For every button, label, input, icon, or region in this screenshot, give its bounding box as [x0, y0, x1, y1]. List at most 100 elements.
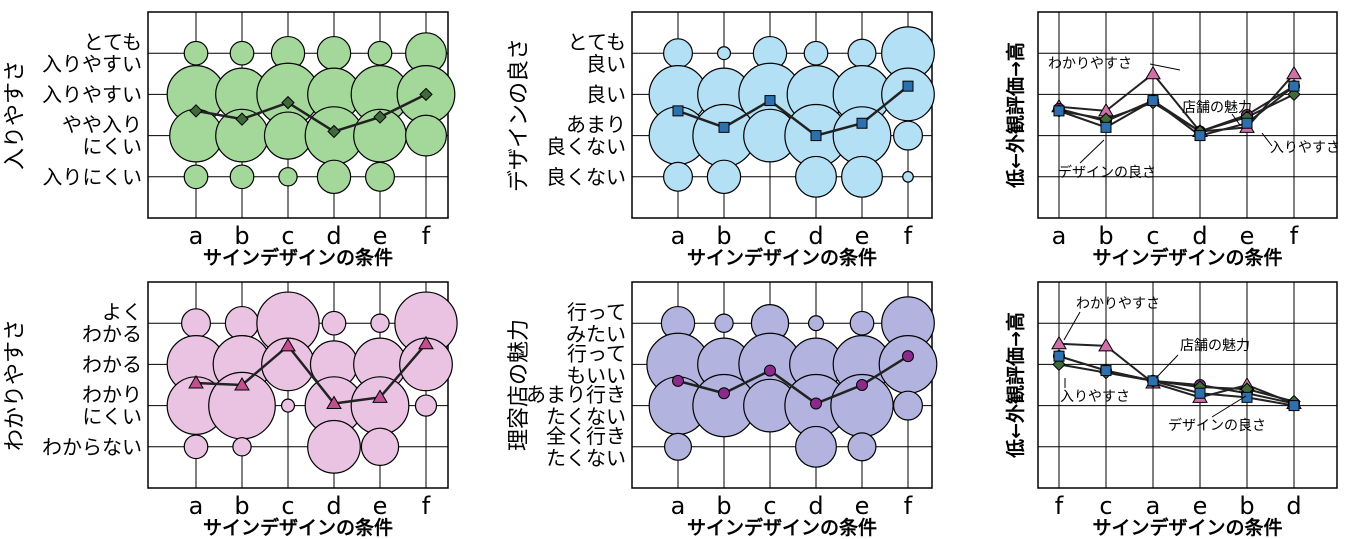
y-tick-label: 入りにくい: [42, 165, 142, 189]
y-tick-label: あまり行き: [526, 383, 626, 407]
mean-point: [672, 105, 684, 117]
y-tick-label: よく: [102, 300, 142, 324]
plot-frame: [1037, 11, 1338, 219]
bubble: [263, 111, 313, 160]
x-tick-label: f: [422, 492, 431, 520]
x-tick-label: a: [189, 492, 204, 520]
mean-point: [718, 121, 730, 133]
y-tick-label: 行って: [567, 300, 626, 324]
y-tick-label: たくない: [546, 405, 626, 429]
x-tick-label: f: [1055, 492, 1064, 520]
mean-point: [419, 87, 433, 102]
x-tick-label: e: [373, 492, 388, 520]
mean-point: [326, 395, 342, 410]
mean-point: [764, 95, 776, 107]
y-tick-label: 全く行き: [546, 424, 626, 448]
plot-frame: [147, 11, 449, 219]
y-tick-label: とても: [84, 30, 142, 54]
bubble: [714, 313, 734, 333]
x-tick-label: e: [1240, 222, 1255, 250]
y-tick-label: みたい: [566, 322, 626, 346]
bubble: [183, 434, 209, 460]
mean-point: [1147, 375, 1159, 387]
y-tick-label: 良くない: [546, 135, 626, 159]
bubble: [370, 313, 390, 333]
x-tick-label: a: [1052, 222, 1067, 250]
series-line: [1058, 85, 1295, 133]
bubble: [902, 170, 914, 183]
x-tick-label: d: [326, 222, 341, 250]
mean-point: [373, 110, 387, 124]
x-tick-label: d: [808, 222, 823, 250]
mean-point: [234, 377, 250, 391]
mean-line: [195, 93, 427, 133]
mean-point: [902, 80, 914, 92]
bubble: [280, 398, 296, 413]
y-tick-label: やや入り: [62, 113, 142, 137]
mean-point: [1053, 350, 1065, 362]
y-tick-label: にくい: [82, 135, 142, 159]
bubble: [807, 315, 825, 332]
annotation-label: わかりやすさ: [1076, 296, 1160, 312]
bubble: [892, 120, 924, 151]
bubble: [892, 390, 924, 421]
x-axis-title: サインデザインの条件: [687, 516, 877, 539]
x-tick-label: b: [1098, 222, 1113, 250]
mean-point: [718, 387, 730, 400]
y-tick-label: 行って: [567, 341, 626, 365]
annotation-leader: [1261, 132, 1273, 147]
bubble: [360, 427, 400, 466]
series-line: [1058, 72, 1295, 133]
y-axis-title: 低←外観評価→高: [1004, 312, 1027, 459]
annotation-label: 入りやすさ: [1060, 389, 1130, 405]
y-tick-label: もいい: [566, 363, 626, 387]
x-tick-label: a: [671, 492, 686, 520]
mean-point: [418, 335, 434, 350]
bubble: [367, 40, 393, 66]
y-axis-title: 入りやすさ: [3, 60, 28, 170]
series-line: [1058, 363, 1295, 403]
mean-point: [1145, 65, 1161, 80]
annotation-leader: [1155, 354, 1179, 379]
mean-point: [1194, 387, 1206, 399]
annotation-leader: [1063, 311, 1081, 341]
bubble: [224, 305, 260, 341]
bubble: [229, 164, 255, 190]
mean-point: [189, 104, 203, 118]
mean-point: [856, 379, 868, 391]
y-tick-label: にくい: [82, 405, 142, 429]
x-tick-label: b: [234, 222, 249, 250]
bubble: [795, 155, 837, 198]
x-tick-label: d: [1192, 222, 1207, 250]
y-tick-label: あまり: [566, 113, 626, 137]
bubble: [663, 432, 693, 461]
annotation-leader: [1211, 395, 1247, 418]
y-axis-title: 低←外観評価→高: [1004, 42, 1027, 189]
mean-point: [1194, 130, 1206, 142]
x-tick-label: d: [326, 492, 341, 520]
annotation-label: 店舗の魅力: [1180, 338, 1250, 354]
x-tick-label: f: [1290, 222, 1299, 250]
mean-point: [856, 117, 868, 129]
mean-point: [280, 337, 296, 352]
y-tick-label: 良くない: [546, 165, 626, 189]
x-tick-label: e: [855, 492, 870, 520]
mean-point: [281, 95, 295, 110]
bubble: [716, 46, 732, 61]
bubble: [364, 161, 396, 192]
y-tick-label: 入りやすい: [42, 52, 142, 76]
mean-point: [188, 374, 204, 389]
mean-point: [1241, 117, 1253, 129]
bubble: [878, 334, 938, 394]
bubble: [847, 432, 877, 462]
y-axis-title: わかりやすさ: [3, 319, 28, 451]
x-tick-label: d: [1286, 492, 1301, 520]
bubble: [832, 106, 892, 166]
bubble: [803, 40, 829, 66]
mean-line: [677, 85, 909, 137]
mean-point: [764, 364, 776, 377]
